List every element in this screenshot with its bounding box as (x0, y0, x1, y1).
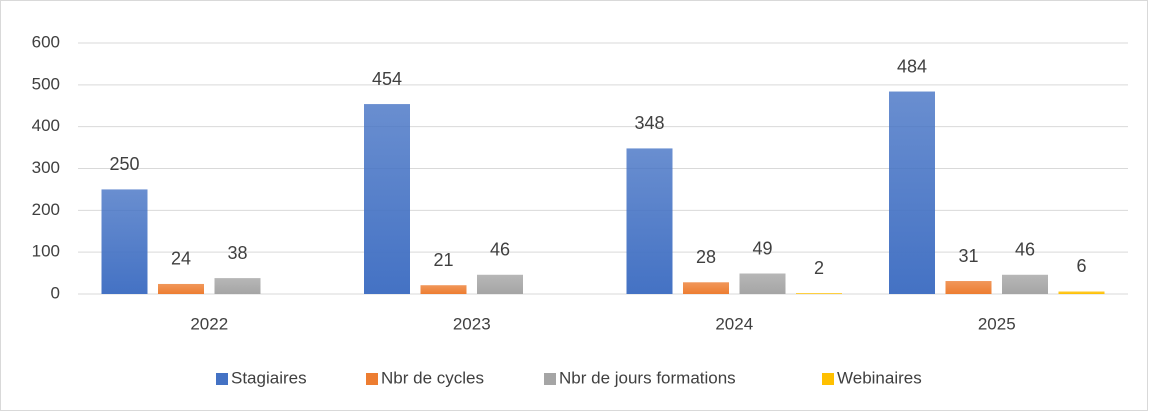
y-tick-label: 100 (32, 242, 60, 261)
bar (477, 274, 523, 294)
data-label: 46 (490, 240, 510, 260)
data-label: 28 (696, 247, 716, 267)
bar (101, 189, 148, 294)
legend-swatch (216, 373, 228, 385)
data-label: 2 (814, 258, 824, 278)
legend-label: Stagiaires (231, 368, 307, 387)
data-label: 49 (752, 238, 772, 258)
x-tick-label: 2024 (715, 314, 753, 333)
y-tick-label: 0 (51, 283, 60, 302)
y-tick-label: 400 (32, 116, 60, 135)
legend-label: Nbr de jours formations (559, 368, 736, 387)
bar (1002, 274, 1048, 294)
data-label: 6 (1076, 256, 1086, 276)
data-label: 21 (433, 250, 453, 270)
bar (626, 148, 673, 294)
data-label: 24 (171, 249, 191, 269)
data-label: 38 (227, 243, 247, 263)
data-label: 348 (634, 113, 664, 133)
bar (683, 282, 729, 294)
bar (796, 293, 842, 294)
bar (739, 273, 786, 294)
bar (1058, 291, 1105, 294)
data-label: 484 (897, 56, 927, 76)
y-tick-label: 300 (32, 158, 60, 177)
legend-label: Webinaires (837, 368, 922, 387)
data-label: 31 (958, 246, 978, 266)
data-label: 454 (372, 69, 402, 89)
data-label: 250 (109, 154, 139, 174)
y-tick-label: 200 (32, 200, 60, 219)
bar (945, 281, 992, 294)
data-label: 46 (1015, 240, 1035, 260)
legend-swatch (366, 373, 378, 385)
bar (420, 285, 467, 294)
y-tick-label: 600 (32, 32, 60, 51)
bar (214, 278, 261, 294)
bar (889, 91, 935, 294)
x-tick-label: 2025 (978, 314, 1016, 333)
legend-swatch (822, 373, 834, 385)
y-tick-label: 500 (32, 74, 60, 93)
legend-label: Nbr de cycles (381, 368, 484, 387)
bar (158, 283, 204, 294)
x-tick-label: 2023 (453, 314, 491, 333)
legend-swatch (544, 373, 556, 385)
x-tick-label: 2022 (190, 314, 228, 333)
bar (364, 104, 410, 295)
